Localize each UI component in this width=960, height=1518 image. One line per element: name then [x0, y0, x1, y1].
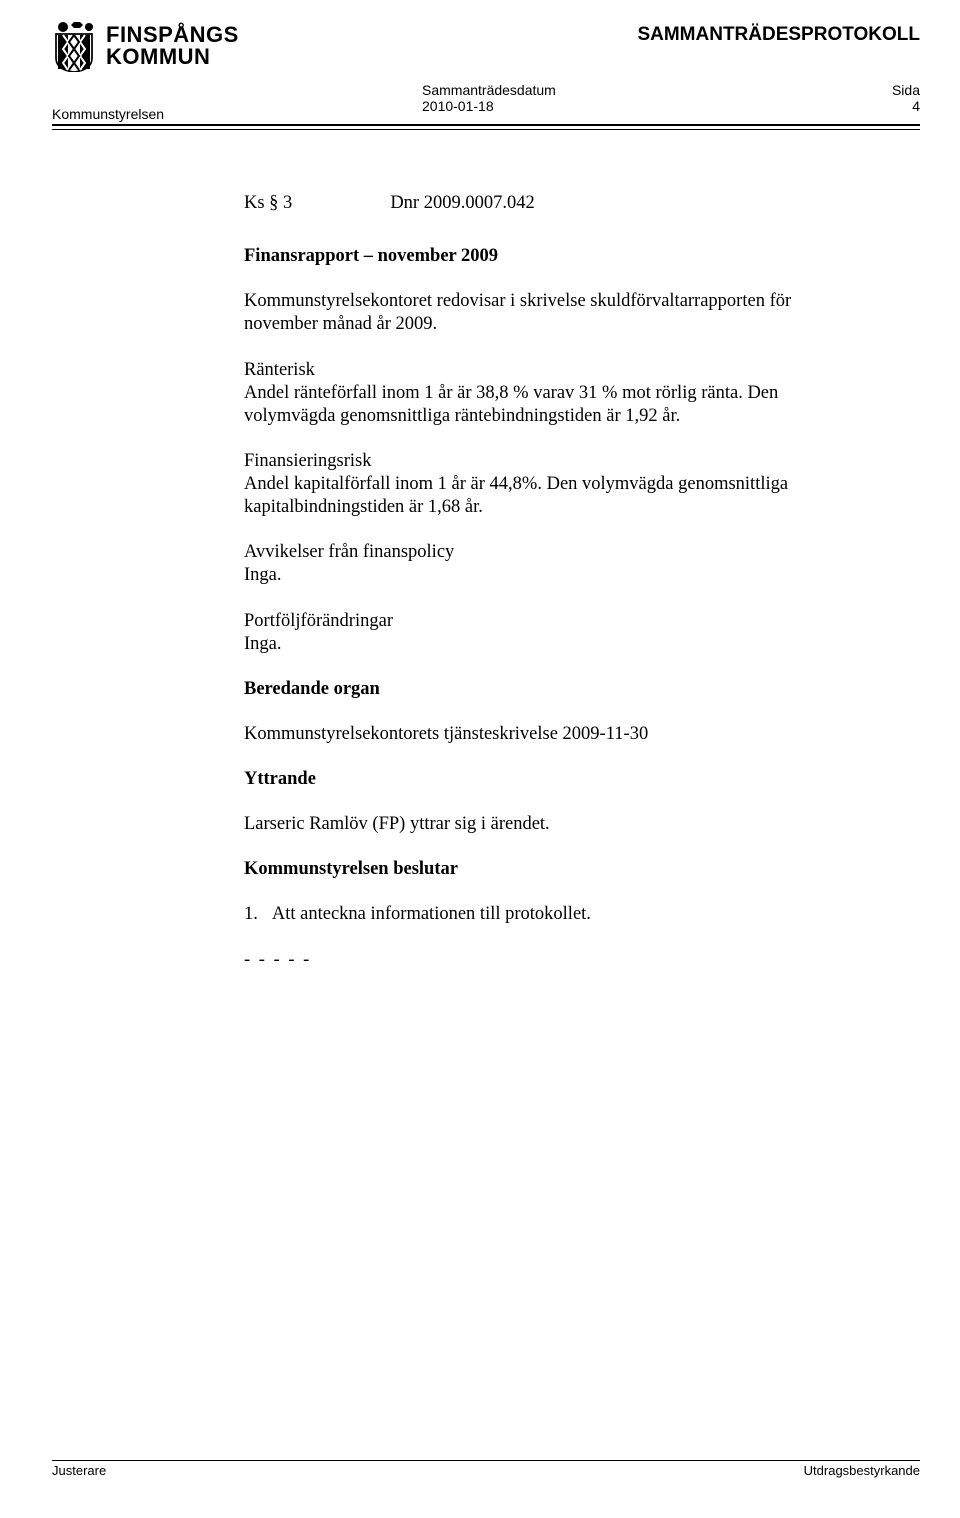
logo-text-top: FINSPÅNGS — [106, 24, 239, 46]
avvikelser-value: Inga. — [244, 564, 860, 587]
department-label: Kommunstyrelsen — [52, 106, 312, 122]
yttrande-label: Yttrande — [244, 768, 860, 791]
footer-left: Justerare — [52, 1463, 106, 1478]
logo-text-bottom: KOMMUN — [106, 46, 239, 68]
beredande-label: Beredande organ — [244, 678, 860, 701]
yttrande-text: Larseric Ramlöv (FP) yttrar sig i ärende… — [244, 813, 860, 836]
crest-icon — [52, 20, 96, 72]
logo: FINSPÅNGS KOMMUN — [52, 20, 312, 72]
avvikelser-label: Avvikelser från finanspolicy — [244, 541, 860, 564]
meeting-date-value: 2010-01-18 — [422, 98, 556, 114]
item-dnr: Dnr 2009.0007.042 — [390, 192, 534, 215]
portfolj-value: Inga. — [244, 633, 860, 656]
footer-right: Utdragsbestyrkande — [804, 1463, 920, 1478]
ranterisk-label: Ränterisk — [244, 359, 860, 382]
meta-row: Sammanträdesdatum 2010-01-18 Sida 4 — [422, 82, 920, 114]
decision-item: 1. Att anteckna informationen till proto… — [244, 903, 860, 926]
document-title: SAMMANTRÄDESPROTOKOLL — [422, 24, 920, 46]
intro-paragraph: Kommunstyrelsekontoret redovisar i skriv… — [244, 290, 860, 336]
beslut-label: Kommunstyrelsen beslutar — [244, 858, 860, 881]
document-body: Ks § 3 Dnr 2009.0007.042 Finansrapport –… — [0, 130, 960, 972]
header-rule-thick — [52, 124, 920, 126]
decision-text: Att anteckna informationen till protokol… — [272, 903, 591, 926]
decision-number: 1. — [244, 903, 258, 926]
separator-dashes: - - - - - — [244, 949, 860, 972]
beredande-text: Kommunstyrelsekontorets tjänsteskrivelse… — [244, 723, 860, 746]
page-label: Sida — [892, 82, 920, 98]
finansieringsrisk-label: Finansieringsrisk — [244, 450, 860, 473]
header: FINSPÅNGS KOMMUN Kommunstyrelsen SAMMANT… — [0, 0, 960, 130]
page-number: 4 — [912, 98, 920, 114]
item-number: Ks § 3 — [244, 192, 292, 215]
portfolj-label: Portföljförändringar — [244, 610, 860, 633]
section-title: Finansrapport – november 2009 — [244, 245, 860, 268]
footer-rule — [52, 1460, 920, 1461]
page: FINSPÅNGS KOMMUN Kommunstyrelsen SAMMANT… — [0, 0, 960, 1518]
footer: Justerare Utdragsbestyrkande — [52, 1460, 920, 1478]
ranterisk-text: Andel ränteförfall inom 1 år är 38,8 % v… — [244, 382, 860, 428]
item-heading-row: Ks § 3 Dnr 2009.0007.042 — [244, 192, 860, 215]
logo-column: FINSPÅNGS KOMMUN Kommunstyrelsen — [52, 20, 312, 122]
finansieringsrisk-text: Andel kapitalförfall inom 1 år är 44,8%.… — [244, 473, 860, 519]
meeting-date-label: Sammanträdesdatum — [422, 82, 556, 98]
